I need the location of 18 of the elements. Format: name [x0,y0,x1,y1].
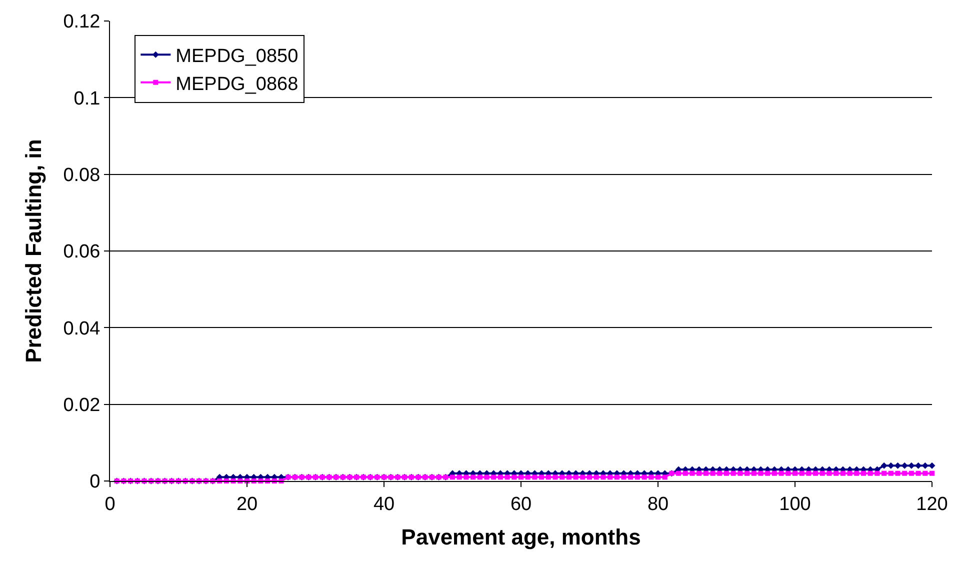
x-tick-label: 40 [373,494,395,515]
x-tick-label: 0 [104,494,116,515]
x-tick-label: 100 [779,494,811,515]
legend-label: MEPDG_0850 [176,46,298,68]
x-axis-title: Pavement age, months [401,524,641,550]
y-tick-label: 0.12 [63,12,100,33]
y-tick-label: 0.1 [74,88,100,110]
x-tick-label: 80 [647,494,669,515]
legend-label: MEPDG_0868 [176,74,298,95]
y-tick-label: 0.08 [63,164,100,186]
y-tick-label: 0.04 [63,318,101,340]
y-axis-title: Predicted Faulting, in [21,139,46,363]
x-tick-label: 20 [236,494,258,515]
x-tick-label: 60 [510,494,532,515]
y-tick-label: 0.06 [63,242,100,263]
x-tick-label: 120 [916,494,948,515]
y-tick-label: 0 [90,472,100,493]
y-tick-label: 0.02 [63,394,100,416]
